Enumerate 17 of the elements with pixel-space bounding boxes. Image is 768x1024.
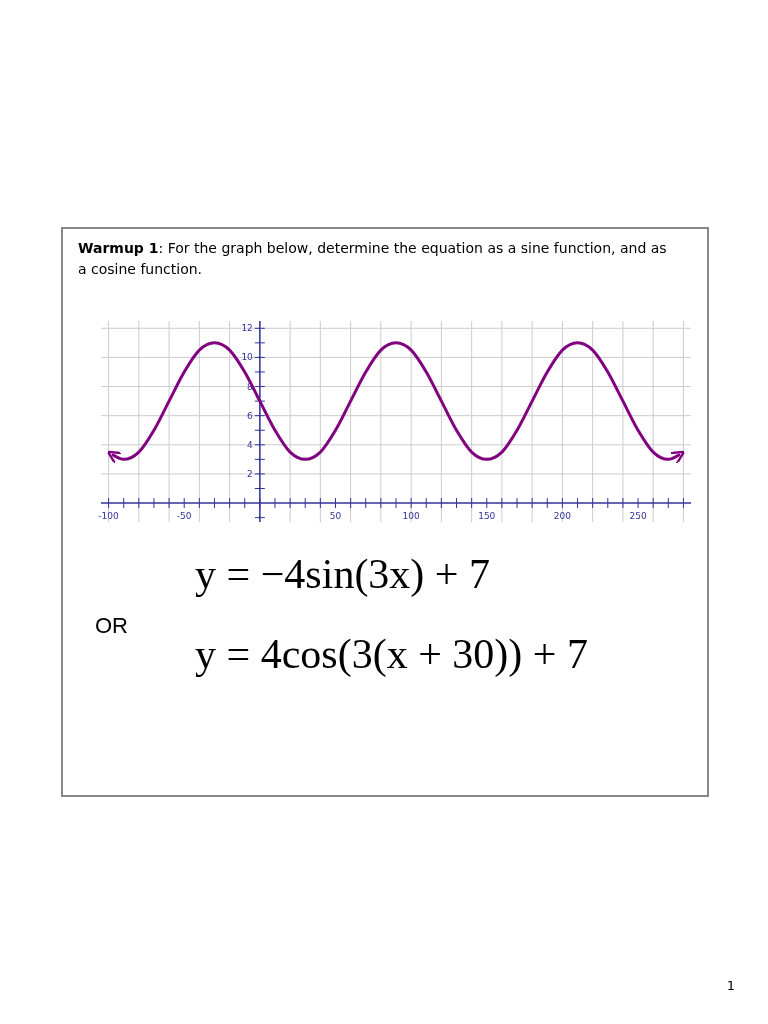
y-tick-label: 12 (241, 323, 253, 334)
text: 1 (726, 978, 735, 993)
x-tick-label: -100 (98, 511, 120, 522)
x-tick-label: 50 (329, 511, 342, 522)
y-tick-label: 10 (241, 352, 254, 363)
x-tick-label: -50 (176, 511, 192, 522)
text: y = 4cos(3(x + 30)) + 7 (195, 631, 588, 678)
y-tick-label: 2 (247, 468, 253, 479)
y-tick-label: 4 (247, 439, 254, 450)
y-tick-label: 6 (247, 410, 254, 421)
chart-title: Warmup 1: For the graph below, determine the equation as a sine function, and as a cosine function. (78, 239, 668, 279)
x-tick-label: 250 (629, 511, 647, 522)
text: OR (95, 613, 128, 638)
x-tick-label: 200 (553, 511, 572, 522)
x-tick-label: 150 (478, 511, 496, 522)
x-tick-label: 100 (402, 511, 420, 522)
text: y = −4sin(3x) + 7 (195, 551, 491, 598)
